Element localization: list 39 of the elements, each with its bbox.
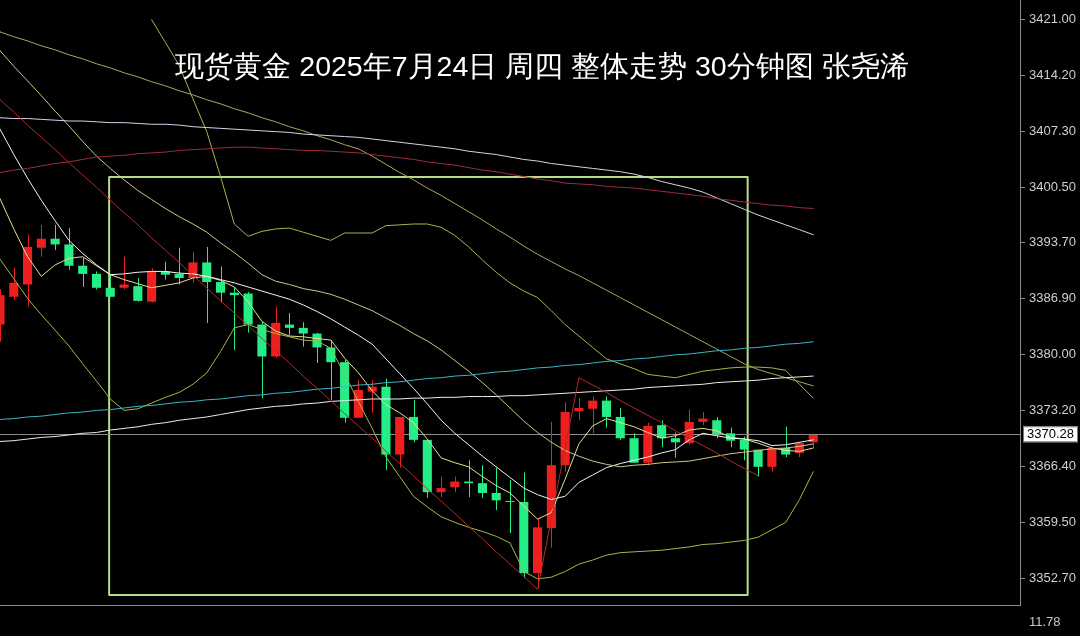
- candlestick: [588, 396, 598, 434]
- candlestick: [105, 274, 115, 298]
- candlestick: [670, 431, 680, 459]
- candlestick: [491, 467, 501, 511]
- candlestick: [284, 312, 295, 336]
- candlestick: [739, 436, 749, 461]
- y-tick-label: 3421.00: [1029, 11, 1076, 27]
- y-tick-label: 3359.50: [1029, 514, 1076, 529]
- candlestick: [767, 446, 777, 473]
- candlestick: [215, 266, 226, 303]
- y-tick-label: 3393.70: [1029, 234, 1076, 250]
- candlestick: [202, 246, 212, 324]
- text: 11.78: [1029, 613, 1061, 629]
- y-tick-label: 3380.00: [1029, 346, 1076, 362]
- candlestick: [408, 399, 419, 443]
- candlestick: [753, 449, 763, 478]
- candlestick: [298, 321, 308, 348]
- candlestick: [615, 407, 625, 441]
- candlestick: [133, 277, 143, 303]
- candlestick: [64, 227, 74, 271]
- y-tick-label: 3386.90: [1029, 289, 1076, 305]
- candlestick: [436, 476, 446, 498]
- candlestick: [9, 267, 19, 301]
- candlestick: [574, 397, 584, 421]
- y-tick-label: 3352.70: [1029, 569, 1076, 585]
- candlestick: [505, 479, 515, 534]
- candlestick: [477, 464, 487, 499]
- y-tick-label: 3414.20: [1029, 66, 1076, 82]
- y-tick-label: 3400.50: [1029, 178, 1076, 194]
- y-tick-label: 3373.20: [1029, 402, 1076, 417]
- candlestick: [601, 396, 612, 429]
- candlestick: [119, 256, 129, 290]
- candlestick: [78, 257, 88, 288]
- ref-line-label: 3370.28: [1027, 426, 1074, 442]
- candlestick: [36, 224, 46, 258]
- y-tick-label: 3366.40: [1029, 457, 1076, 473]
- y-tick-label: 3407.30: [1029, 123, 1076, 139]
- candlestick: [174, 247, 184, 286]
- text: 现货黄金 2025年7月24日 周四 整体走势 30分钟图 张尧浠: [175, 49, 909, 82]
